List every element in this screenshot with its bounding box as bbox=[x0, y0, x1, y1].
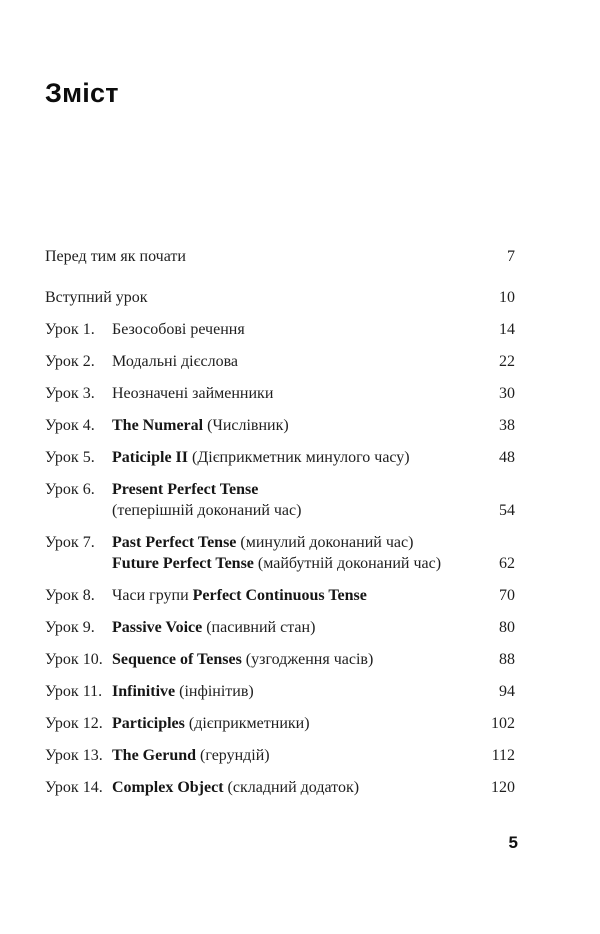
toc-entry-title: Participles (дієприкметники) bbox=[112, 713, 481, 734]
toc-entry-page: 80 bbox=[499, 619, 515, 636]
toc-list: Перед тим як почати 7 Вступний урок 10 Урок … bbox=[45, 246, 515, 809]
toc-entry-title-line: Future Perfect Tense (майбутній доконани… bbox=[112, 555, 442, 572]
toc-entry-title-line: (теперішній доконаний час) bbox=[112, 502, 302, 519]
toc-entry-title: The Numeral (Числівник) bbox=[112, 415, 481, 436]
toc-entry-title: Paticiple II (Дієприкметник минулого час… bbox=[112, 447, 481, 468]
toc-entry-title: Часи групи Perfect Continuous Tense bbox=[112, 585, 481, 606]
toc-entry-title-line: Paticiple II (Дієприкметник минулого час… bbox=[112, 449, 410, 466]
toc-entry: Урок 1. Безособові речення 14 bbox=[45, 319, 515, 340]
footer-page-number: 5 bbox=[508, 833, 518, 852]
toc-entry: Урок 4. The Numeral (Числівник) 38 bbox=[45, 415, 515, 436]
toc-entry-label: Урок 9. bbox=[45, 619, 95, 636]
toc-entry-label: Урок 14. bbox=[45, 779, 103, 796]
toc-entry: Урок 10. Sequence of Tenses (узгодження ч… bbox=[45, 649, 515, 670]
toc-entry-label: Урок 10. bbox=[45, 651, 103, 668]
toc-entry-title-line: The Gerund (герундій) bbox=[112, 747, 270, 764]
toc-entry-title: Безособові речення bbox=[112, 319, 481, 340]
toc-entry-title: Перед тим як почати bbox=[45, 246, 481, 267]
toc-entry-title: Модальні дієслова bbox=[112, 351, 481, 372]
toc-entry: Урок 12. Participles (дієприкметники) 102 bbox=[45, 713, 515, 734]
toc-entry-page: 54 bbox=[499, 502, 515, 519]
toc-entry-title: Passive Voice (пасивний стан) bbox=[112, 617, 481, 638]
toc-entry-title-line: Past Perfect Tense (минулий доконаний ча… bbox=[112, 534, 414, 551]
toc-entry-title-line: Passive Voice (пасивний стан) bbox=[112, 619, 316, 636]
toc-entry: Урок 7. Past Perfect Tense (минулий докон… bbox=[45, 532, 515, 574]
toc-entry-title-line: Перед тим як почати bbox=[45, 248, 186, 265]
toc-entry-page: 7 bbox=[507, 248, 515, 265]
toc-entry: Перед тим як почати 7 bbox=[45, 246, 515, 267]
toc-entry-title-line: Complex Object (складний додаток) bbox=[112, 779, 360, 796]
toc-entry-title-line: Participles (дієприкметники) bbox=[112, 715, 310, 732]
toc-entry: Урок 9. Passive Voice (пасивний стан) 80 bbox=[45, 617, 515, 638]
toc-entry-title: Infinitive (інфінітив) bbox=[112, 681, 481, 702]
toc-entry-page: 102 bbox=[491, 715, 515, 732]
toc-entry-page: 48 bbox=[499, 449, 515, 466]
toc-entry-page: 120 bbox=[491, 779, 515, 796]
toc-entry: Вступний урок 10 bbox=[45, 287, 515, 308]
toc-entry: Урок 11. Infinitive (інфінітив) 94 bbox=[45, 681, 515, 702]
toc-entry-title-line: Безособові речення bbox=[112, 321, 245, 338]
toc-entry-page: 62 bbox=[499, 555, 515, 572]
toc-entry-title: Complex Object (складний додаток) bbox=[112, 777, 481, 798]
toc-entry: Урок 14. Complex Object (складний додаток… bbox=[45, 777, 515, 798]
toc-entry-title: Неозначені займенники bbox=[112, 383, 481, 404]
toc-entry-title: Вступний урок bbox=[45, 287, 481, 308]
toc-entry-title-line: Неозначені займенники bbox=[112, 385, 274, 402]
toc-entry-label: Урок 3. bbox=[45, 385, 95, 402]
toc-entry-label: Урок 2. bbox=[45, 353, 95, 370]
toc-entry-page: 88 bbox=[499, 651, 515, 668]
toc-entry: Урок 5. Paticiple II (Дієприкметник минул… bbox=[45, 447, 515, 468]
toc-entry-label: Урок 6. bbox=[45, 481, 95, 498]
toc-entry-title: Past Perfect Tense (минулий доконаний ча… bbox=[112, 532, 481, 574]
toc-entry-title-line: Sequence of Tenses (узгодження часів) bbox=[112, 651, 374, 668]
toc-entry-label: Урок 7. bbox=[45, 534, 95, 551]
toc-entry-label: Урок 13. bbox=[45, 747, 103, 764]
toc-entry-label: Урок 8. bbox=[45, 587, 95, 604]
toc-entry-page: 94 bbox=[499, 683, 515, 700]
toc-entry-page: 22 bbox=[499, 353, 515, 370]
toc-entry-label: Урок 1. bbox=[45, 321, 95, 338]
toc-entry-title: Present Perfect Tense (теперішній доконан… bbox=[112, 479, 481, 521]
toc-entry-title-line: Вступний урок bbox=[45, 289, 148, 306]
toc-entry-label: Урок 4. bbox=[45, 417, 95, 434]
toc-entry-title-line: Infinitive (інфінітив) bbox=[112, 683, 254, 700]
toc-entry-title-line: The Numeral (Числівник) bbox=[112, 417, 289, 434]
toc-entry: Урок 13. The Gerund (герундій) 112 bbox=[45, 745, 515, 766]
toc-entry: Урок 6. Present Perfect Tense (теперішній … bbox=[45, 479, 515, 521]
toc-entry-page: 10 bbox=[499, 289, 515, 306]
toc-entry: Урок 2. Модальні дієслова 22 bbox=[45, 351, 515, 372]
toc-entry: Урок 3. Неозначені займенники 30 bbox=[45, 383, 515, 404]
toc-entry-label: Урок 5. bbox=[45, 449, 95, 466]
toc-entry-title-line: Часи групи Perfect Continuous Tense bbox=[112, 587, 367, 604]
page-title: Зміст bbox=[45, 78, 119, 108]
toc-entry-page: 38 bbox=[499, 417, 515, 434]
toc-entry-label: Урок 12. bbox=[45, 715, 103, 732]
toc-entry-title: Sequence of Tenses (узгодження часів) bbox=[112, 649, 481, 670]
toc-entry-title-line: Present Perfect Tense bbox=[112, 481, 259, 498]
toc-entry-page: 112 bbox=[491, 747, 515, 764]
toc-entry-page: 30 bbox=[499, 385, 515, 402]
toc-entry-label: Урок 11. bbox=[45, 683, 103, 700]
toc-entry: Урок 8. Часи групи Perfect Continuous Ten… bbox=[45, 585, 515, 606]
toc-entry-page: 14 bbox=[499, 321, 515, 338]
toc-entry-title: The Gerund (герундій) bbox=[112, 745, 481, 766]
toc-entry-page: 70 bbox=[499, 587, 515, 604]
toc-entry-title-line: Модальні дієслова bbox=[112, 353, 239, 370]
